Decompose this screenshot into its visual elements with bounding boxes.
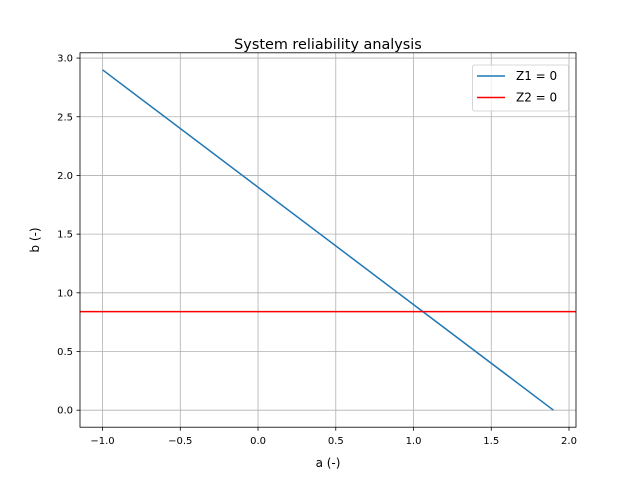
grid <box>80 52 576 428</box>
x-tick-label: 0.0 <box>250 436 266 447</box>
x-tick-label: 0.5 <box>328 436 344 447</box>
y-tick-label: 0.0 <box>57 406 73 417</box>
y-tick-label: 2.5 <box>57 112 73 123</box>
y-tick-label: 1.5 <box>57 230 73 241</box>
axes-frame <box>79 52 577 428</box>
x-tick-label: 2.0 <box>561 436 577 447</box>
x-tick-label: −1.0 <box>90 436 114 447</box>
legend-label: Z2 = 0 <box>516 91 557 105</box>
chart-title: System reliability analysis <box>234 37 422 53</box>
x-tick-label: 1.0 <box>406 436 422 447</box>
y-tick-label: 0.5 <box>57 347 73 358</box>
y-tick-label: 2.0 <box>57 171 73 182</box>
plot-area <box>80 69 576 411</box>
legend: Z1 = 0 Z2 = 0 <box>472 64 569 112</box>
legend-label: Z1 = 0 <box>516 69 557 83</box>
x-tick-label: 1.5 <box>483 436 499 447</box>
x-axis-label: a (-) <box>316 456 341 470</box>
y-axis-label: b (-) <box>28 227 42 252</box>
y-tick-label: 3.0 <box>57 54 73 65</box>
y-tick-label: 1.0 <box>57 288 73 299</box>
series-line-z1 <box>102 69 554 411</box>
ticks: −1.0 −0.5 0.0 0.5 1.0 1.5 2.0 0.0 0.5 1.0 1.5 2.0 2.… <box>57 54 577 448</box>
x-tick-label: −0.5 <box>168 436 192 447</box>
